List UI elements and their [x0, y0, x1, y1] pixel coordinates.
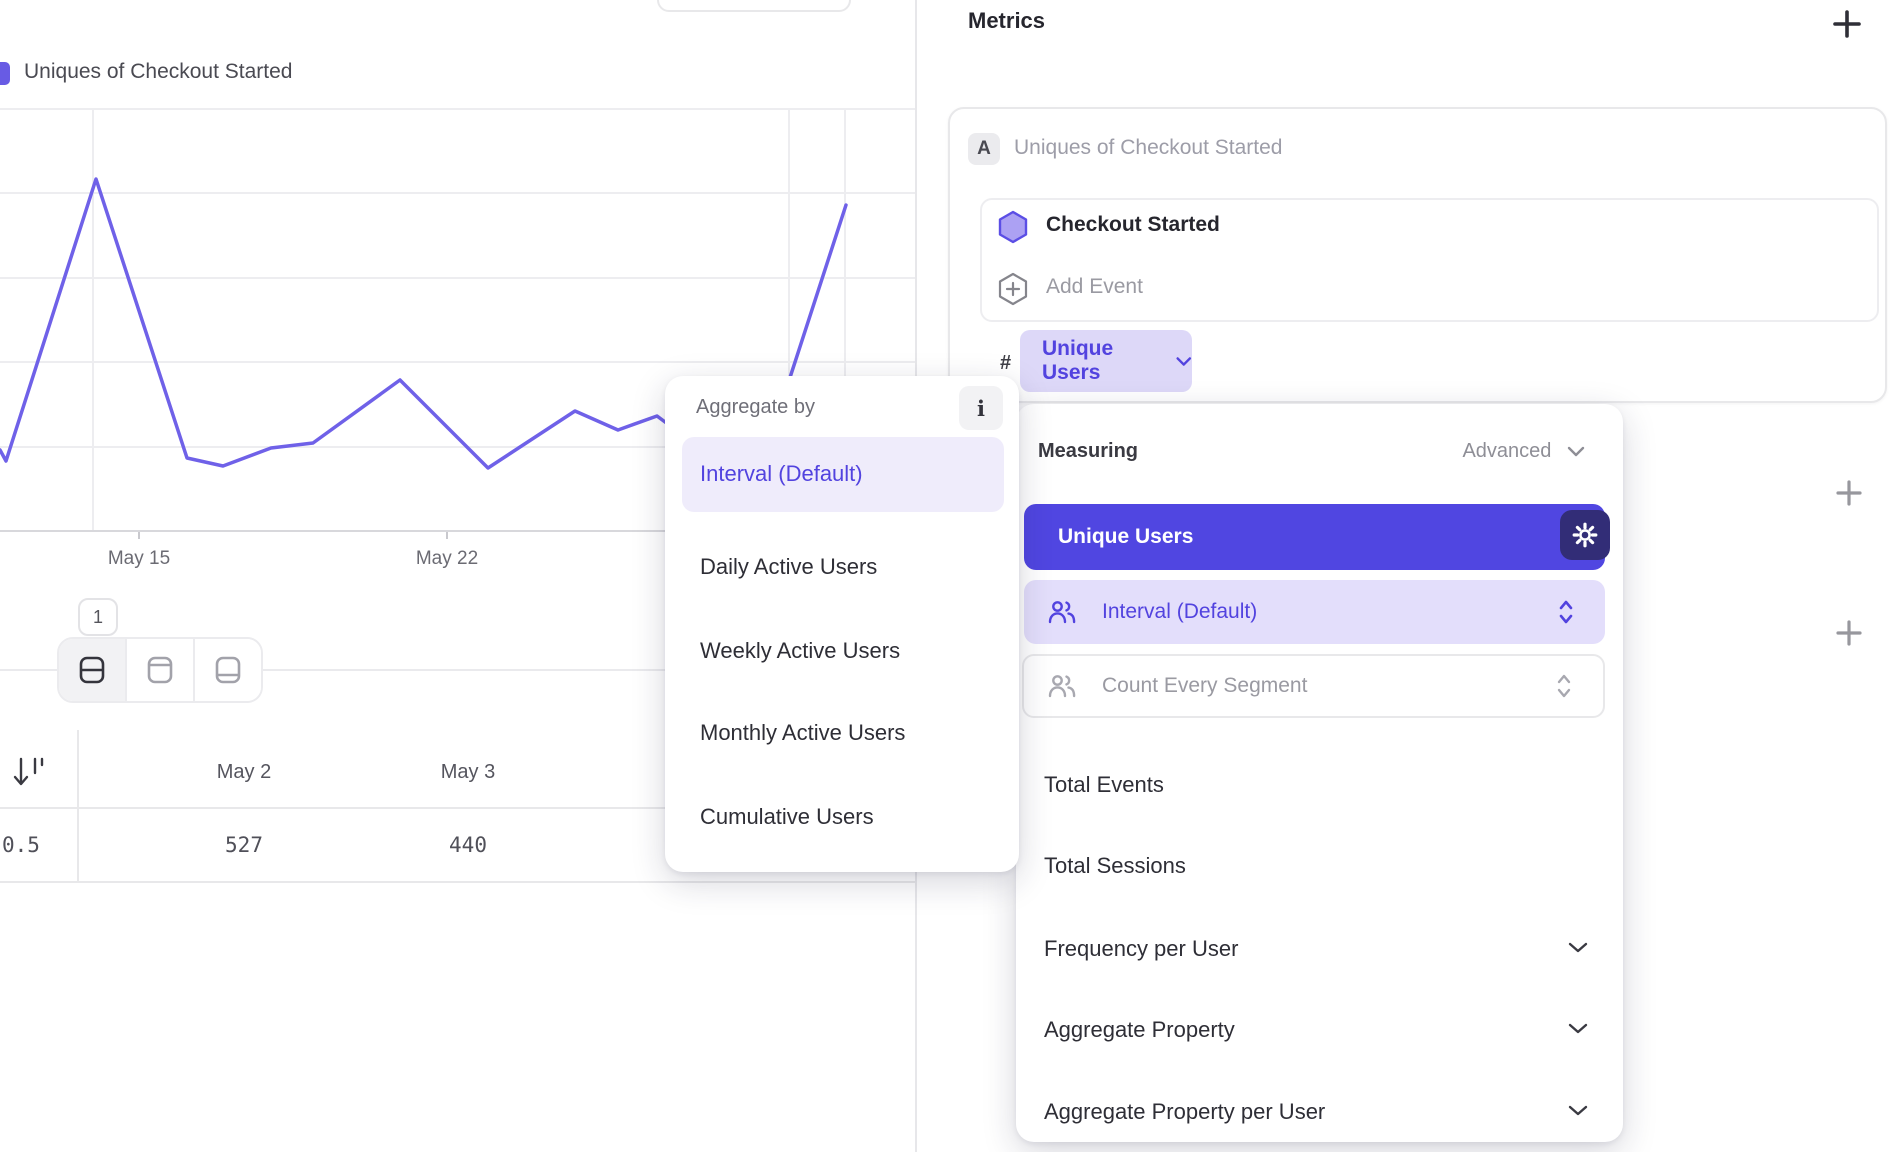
toolbar-button-partial[interactable]: [657, 0, 851, 12]
layout-chart-only-icon: [147, 656, 173, 684]
add-filter-icon[interactable]: [1835, 479, 1863, 507]
aggregate-popup-title: Aggregate by: [696, 396, 815, 418]
metric-card-title: Uniques of Checkout Started: [1014, 136, 1283, 159]
measuring-option-unique-users-selected[interactable]: Unique Users: [1024, 504, 1605, 570]
interval-selector-label: Interval (Default): [1102, 600, 1258, 623]
people-icon: [1048, 675, 1076, 698]
event-hexagon-icon: [998, 210, 1028, 244]
table-column-divider: [77, 730, 79, 882]
table-cell: 0.5: [2, 833, 40, 857]
x-axis-ticks: [138, 532, 448, 539]
chart-gridlines: [0, 108, 916, 531]
chart-card-bottom-divider: [0, 669, 916, 671]
chevron-down-icon: [1568, 942, 1588, 953]
legend-color-swatch: [0, 62, 10, 85]
table-header-cell[interactable]: May 2: [216, 761, 272, 783]
count-segment-selector[interactable]: Count Every Segment: [1022, 654, 1605, 718]
event-row-label[interactable]: Checkout Started: [1046, 213, 1220, 236]
table-row-border: [0, 881, 916, 883]
table-cell: 440: [449, 833, 487, 857]
layout-table-only-button[interactable]: [193, 639, 261, 701]
advanced-toggle[interactable]: Advanced: [1462, 440, 1585, 463]
measure-chip-label: Unique Users: [1042, 337, 1114, 384]
layout-toggle-group: [57, 637, 263, 703]
aggregate-option-cumulative-users[interactable]: Cumulative Users: [700, 804, 874, 829]
measuring-option-aggregate-property-per-user[interactable]: Aggregate Property per User: [1044, 1099, 1326, 1124]
aggregate-option-weekly-active-users[interactable]: Weekly Active Users: [700, 638, 901, 663]
layout-table-only-icon: [215, 656, 241, 684]
aggregate-option-daily-active-users[interactable]: Daily Active Users: [700, 554, 878, 579]
add-breakdown-icon[interactable]: [1835, 619, 1863, 647]
chevron-down-icon: [1568, 1105, 1588, 1116]
metrics-panel-title: Metrics: [968, 8, 1046, 33]
measure-chip-button[interactable]: Unique Users: [1020, 330, 1192, 392]
x-axis-tick-label: May 22: [415, 548, 479, 569]
count-segment-label: Count Every Segment: [1102, 674, 1308, 697]
aggregate-option-interval-selected[interactable]: [682, 437, 1004, 512]
info-icon: i: [977, 395, 985, 421]
measure-type-symbol: #: [1000, 352, 1012, 374]
page-number: 1: [92, 606, 103, 627]
add-metric-icon[interactable]: [1832, 9, 1862, 39]
layout-split-icon: [79, 656, 105, 684]
measuring-option-total-events[interactable]: Total Events: [1044, 772, 1164, 797]
measuring-popup-title: Measuring: [1038, 440, 1139, 462]
select-carets-icon: [1559, 600, 1573, 624]
measuring-option-aggregate-property[interactable]: Aggregate Property: [1044, 1017, 1235, 1042]
chart-legend-label: Uniques of Checkout Started: [24, 60, 293, 83]
selected-measure-label: Unique Users: [1058, 525, 1194, 548]
measuring-popup: Measuring Advanced Unique Users: [1016, 404, 1623, 1142]
table-header-cell[interactable]: May 3: [440, 761, 496, 783]
gear-icon: [1572, 522, 1598, 548]
aggregate-option-monthly-active-users[interactable]: Monthly Active Users: [700, 720, 906, 745]
info-button[interactable]: i: [959, 386, 1003, 430]
people-icon: [1048, 601, 1076, 624]
add-event-icon[interactable]: [997, 272, 1029, 306]
interval-selector[interactable]: Interval (Default): [1024, 580, 1605, 644]
event-card: [980, 198, 1879, 322]
layout-split-view-button[interactable]: [59, 639, 125, 701]
select-carets-icon: [1557, 674, 1571, 698]
advanced-label: Advanced: [1462, 440, 1552, 462]
table-cell: 527: [225, 833, 263, 857]
sort-icon[interactable]: [12, 753, 46, 791]
aggregate-by-popup: Aggregate by i Interval (Default) Daily …: [665, 376, 1019, 872]
add-event-label[interactable]: Add Event: [1046, 275, 1143, 298]
chevron-down-icon: [1568, 1023, 1588, 1034]
layout-chart-only-button[interactable]: [125, 639, 193, 701]
table-header-border: [0, 807, 916, 809]
measuring-option-frequency-per-user[interactable]: Frequency per User: [1044, 936, 1239, 961]
x-axis-tick-label: May 15: [107, 548, 171, 569]
aggregate-option-label: Interval (Default): [700, 461, 863, 486]
chevron-down-icon: [1567, 446, 1585, 457]
pagination-page-button[interactable]: 1: [78, 598, 118, 636]
measure-settings-button[interactable]: [1560, 510, 1610, 560]
chevron-down-icon: [1175, 356, 1191, 366]
measuring-option-total-sessions[interactable]: Total Sessions: [1044, 853, 1186, 878]
metric-letter-badge: A: [968, 133, 1000, 165]
